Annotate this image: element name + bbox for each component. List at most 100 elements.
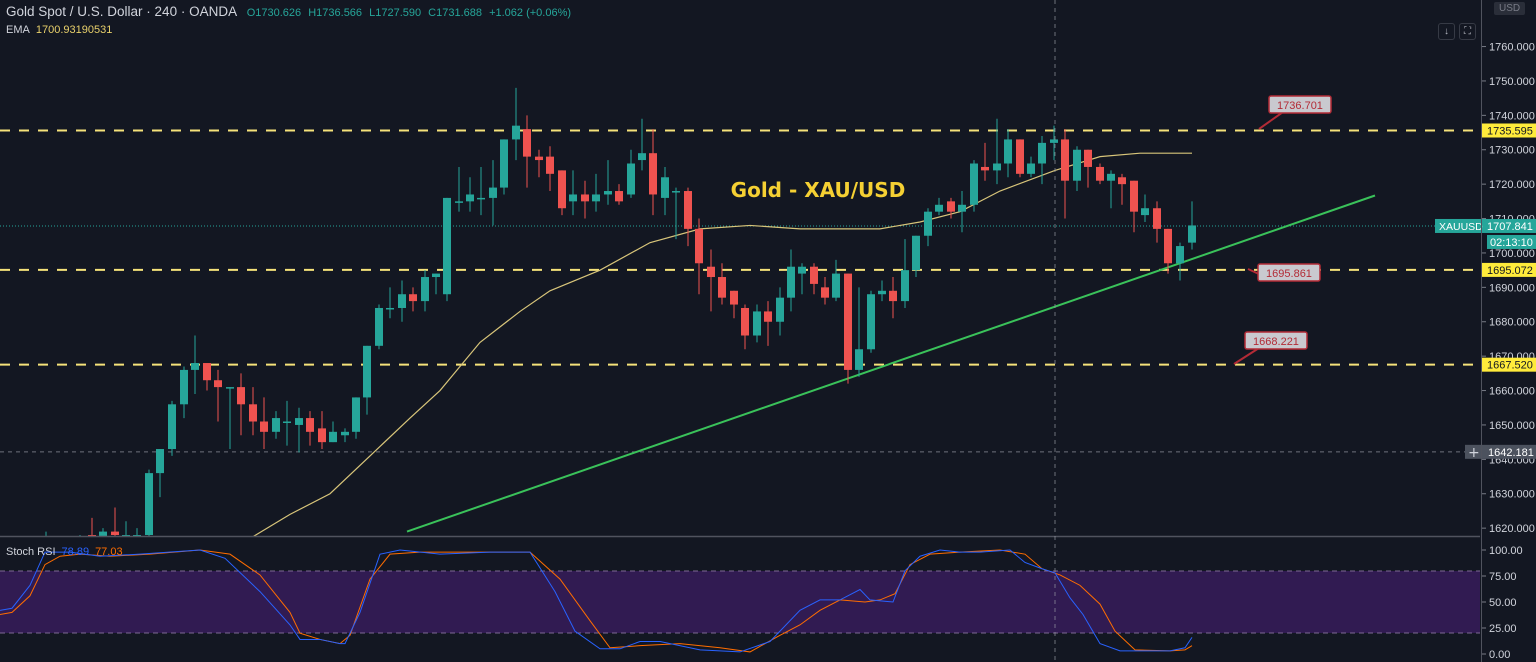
candle[interactable] xyxy=(878,280,886,302)
candle[interactable] xyxy=(122,521,130,542)
candle[interactable] xyxy=(695,218,703,295)
candle[interactable] xyxy=(649,129,657,216)
candle[interactable] xyxy=(1004,129,1012,178)
candle[interactable] xyxy=(638,118,646,171)
candle[interactable] xyxy=(329,421,337,443)
candle[interactable] xyxy=(500,139,508,195)
candle[interactable] xyxy=(145,469,153,539)
candle[interactable] xyxy=(935,197,943,216)
candle[interactable] xyxy=(409,287,417,312)
candle[interactable] xyxy=(168,400,176,456)
candle[interactable] xyxy=(569,170,577,216)
candle[interactable] xyxy=(42,531,50,540)
candle[interactable] xyxy=(249,387,257,436)
candle[interactable] xyxy=(203,363,211,391)
candle[interactable] xyxy=(1073,146,1081,192)
candle[interactable] xyxy=(832,259,840,302)
candle[interactable] xyxy=(546,146,554,192)
candle[interactable] xyxy=(707,249,715,312)
candle[interactable] xyxy=(1141,194,1149,222)
candle[interactable] xyxy=(1050,125,1058,161)
plus-icon[interactable]: + xyxy=(1468,445,1480,461)
candle[interactable] xyxy=(810,263,818,295)
candle[interactable] xyxy=(489,160,497,226)
candle[interactable] xyxy=(421,270,429,312)
candle[interactable] xyxy=(375,304,383,350)
stoch-k-line[interactable] xyxy=(0,549,1193,653)
price-callout[interactable]: 1668.221 xyxy=(1233,331,1308,365)
currency-label[interactable]: USD xyxy=(1494,2,1526,15)
candle[interactable] xyxy=(99,528,107,545)
candle[interactable] xyxy=(753,304,761,343)
candle[interactable] xyxy=(1188,201,1196,250)
candle[interactable] xyxy=(1107,170,1115,209)
candle[interactable] xyxy=(455,166,463,212)
candle[interactable] xyxy=(226,387,234,450)
candle[interactable] xyxy=(684,187,692,247)
candle[interactable] xyxy=(672,187,680,240)
candle[interactable] xyxy=(191,335,199,394)
candle[interactable] xyxy=(718,263,726,305)
ema-legend[interactable]: EMA 1700.93190531 xyxy=(6,24,112,36)
candle[interactable] xyxy=(466,177,474,212)
candle[interactable] xyxy=(386,287,394,319)
candle[interactable] xyxy=(901,239,909,308)
candle[interactable] xyxy=(1130,180,1138,233)
candle[interactable] xyxy=(798,263,806,295)
candle[interactable] xyxy=(947,197,955,219)
candle[interactable] xyxy=(592,173,600,212)
candle[interactable] xyxy=(318,411,326,450)
candle[interactable] xyxy=(535,149,543,178)
candle[interactable] xyxy=(1084,149,1092,188)
candle[interactable] xyxy=(341,428,349,443)
candle[interactable] xyxy=(443,197,451,302)
candle[interactable] xyxy=(924,208,932,247)
candle[interactable] xyxy=(1118,173,1126,205)
chart-annotation-title[interactable]: Gold - XAU/USD xyxy=(731,178,906,202)
candle[interactable] xyxy=(111,507,119,542)
candle[interactable] xyxy=(776,287,784,336)
candle[interactable] xyxy=(214,369,222,422)
candle[interactable] xyxy=(398,280,406,322)
candle[interactable] xyxy=(1061,129,1069,219)
price-callout[interactable]: 1695.861 xyxy=(1247,263,1321,282)
fullscreen-button[interactable]: ⛶ xyxy=(1459,23,1476,40)
candle[interactable] xyxy=(133,528,141,542)
candle[interactable] xyxy=(764,301,772,346)
candle[interactable] xyxy=(432,273,440,295)
candle[interactable] xyxy=(180,366,188,419)
candle[interactable] xyxy=(604,160,612,205)
candle[interactable] xyxy=(306,411,314,446)
candle[interactable] xyxy=(889,277,897,319)
candle[interactable] xyxy=(523,115,531,188)
candle[interactable] xyxy=(558,170,566,216)
candle[interactable] xyxy=(741,304,749,350)
candle[interactable] xyxy=(958,191,966,233)
candle[interactable] xyxy=(1176,242,1184,281)
candle[interactable] xyxy=(477,166,485,216)
price-axis[interactable]: 1760.000 1750.000 1740.000 1730.000 1720.000… xyxy=(1435,42,1536,661)
candle[interactable] xyxy=(1153,201,1161,243)
candle[interactable] xyxy=(821,277,829,305)
candle[interactable] xyxy=(1038,135,1046,185)
candle[interactable] xyxy=(295,407,303,453)
candle[interactable] xyxy=(787,249,795,312)
candle[interactable] xyxy=(993,118,1001,185)
candle[interactable] xyxy=(156,449,164,498)
candle[interactable] xyxy=(844,273,852,384)
price-callout[interactable]: 1736.701 xyxy=(1258,95,1332,130)
candle[interactable] xyxy=(970,160,978,212)
candle[interactable] xyxy=(912,235,920,278)
candle[interactable] xyxy=(1027,156,1035,178)
candle[interactable] xyxy=(1016,139,1024,178)
stoch-rsi-pane[interactable] xyxy=(0,549,1193,653)
candle[interactable] xyxy=(581,180,589,219)
candle[interactable] xyxy=(363,345,371,415)
trendline[interactable] xyxy=(406,194,1376,533)
candle[interactable] xyxy=(260,397,268,450)
symbol-title[interactable]: Gold Spot / U.S. Dollar · 240 · OANDA xyxy=(6,4,238,19)
candle[interactable] xyxy=(855,287,863,377)
price-pane[interactable]: Gold - XAU/USD 1736.701 1695.861 1668.221 xyxy=(0,87,1481,546)
candle[interactable] xyxy=(237,373,245,436)
